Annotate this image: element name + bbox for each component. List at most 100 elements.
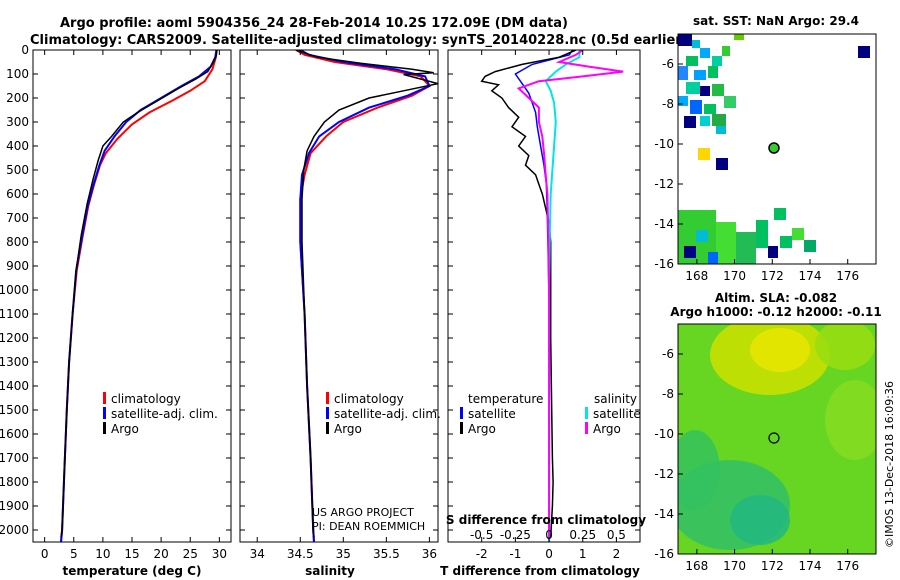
x-tick-label: 20 (153, 547, 168, 561)
map-y-tick-label: -10 (654, 137, 674, 151)
sst-cell (716, 158, 728, 170)
legend-swatch-argo (326, 422, 329, 434)
map-y-tick-label: -12 (654, 467, 674, 481)
sst-cell (698, 148, 710, 160)
figure-title-line1: Argo profile: aoml 5904356_24 28-Feb-201… (60, 16, 568, 31)
x-tick-label: -2 (476, 547, 488, 561)
salinity-axes-frame (239, 49, 439, 543)
sst-cell (724, 96, 736, 108)
y-tick-label: 900 (6, 259, 29, 273)
sst-cell (804, 240, 816, 252)
sst-map-frame (677, 33, 877, 265)
sst-cell (774, 208, 786, 220)
sst-cell (716, 222, 736, 264)
temperature-series (60, 50, 218, 542)
y-tick-label: 1200 (0, 331, 29, 345)
x-tick-label: 35.5 (373, 547, 400, 561)
temperature-panel: 0100200300400500600700800900100011001200… (0, 43, 232, 578)
sst-cell (780, 236, 792, 248)
sst-cell (756, 220, 768, 248)
difference-series (480, 50, 624, 542)
x-tick-label: 34 (250, 547, 265, 561)
map-y-tick-label: -16 (654, 547, 674, 561)
map-x-tick-label: 170 (723, 269, 746, 283)
salinity-legend: climatology satellite-adj. clim. Argo (326, 392, 441, 436)
y-tick-label: 200 (6, 91, 29, 105)
sla-low-south-core (730, 495, 790, 545)
y-tick-label: 800 (6, 235, 29, 249)
sal-climatology-line (295, 50, 431, 542)
legend-label-s-argo: Argo (593, 422, 621, 436)
sla-map-subtitle: Argo h1000: -0.12 h2000: -0.11 (670, 305, 881, 319)
x-tick-label: 10 (95, 547, 110, 561)
sst-cell (684, 116, 696, 128)
sst-cell (678, 96, 688, 106)
y-tick-label: 1000 (0, 283, 29, 297)
difference-top-xticks: -0.5 -0.25 0 0.25 0.5 (470, 528, 626, 542)
legend-swatch-climatology (326, 392, 329, 404)
difference-legend: temperature salinity satellite Argo sate… (460, 392, 641, 436)
temp-satellite-line (60, 50, 218, 542)
legend-label-s-satellite: satellite (593, 407, 641, 421)
x-tick-label: 5 (70, 547, 78, 561)
map-x-tick-label: 176 (836, 559, 859, 573)
legend-label-argo: Argo (334, 422, 362, 436)
temp-climatology-line (60, 50, 218, 542)
map-x-tick-label: 172 (761, 559, 784, 573)
y-tick-label: 1500 (0, 403, 29, 417)
legend-label-satellite: satellite-adj. clim. (111, 407, 218, 421)
x-tick-label: 25 (183, 547, 198, 561)
top-x-tick-label: 0 (545, 528, 553, 542)
x-tick-label: 36 (422, 547, 437, 561)
y-tick-label: 1600 (0, 427, 29, 441)
map-y-tick-label: -8 (662, 387, 674, 401)
sla-map-frame (677, 323, 877, 555)
map-y-tick-label: -8 (662, 97, 674, 111)
map-x-tick-label: 168 (685, 559, 708, 573)
sla-map-yticks: -6 -8 -10 -12 -14 -16 (654, 347, 683, 561)
top-x-tick-label: 0.25 (569, 528, 596, 542)
temperature-legend: climatology satellite-adj. clim. Argo (103, 392, 218, 436)
sst-cell (700, 48, 710, 58)
difference-xticks: -2 -1 0 1 2 (476, 50, 620, 561)
difference-axes-frame (447, 49, 641, 543)
dt-argo-line (480, 50, 577, 538)
x-tick-label: 15 (124, 547, 139, 561)
top-x-tick-label: -0.5 (470, 528, 493, 542)
sla-map-cells (678, 324, 876, 554)
sst-map-yticks: -6 -8 -10 -12 -14 -16 (654, 57, 683, 271)
x-tick-label: -1 (509, 547, 521, 561)
sst-cell (712, 56, 722, 66)
legend-label-argo: Argo (111, 422, 139, 436)
sst-cell (708, 252, 718, 264)
sst-cell (700, 86, 710, 96)
legend-swatch-t-argo (460, 422, 463, 434)
legend-title-temperature: temperature (468, 392, 543, 406)
salinity-series (295, 50, 438, 542)
sst-cell (712, 84, 724, 96)
legend-swatch-s-satellite (585, 407, 588, 419)
difference-xlabel: T difference from climatology (440, 564, 640, 578)
legend-label-t-satellite: satellite (468, 407, 516, 421)
top-x-tick-label: -0.25 (500, 528, 531, 542)
temperature-xlabel: temperature (deg C) (63, 564, 202, 578)
dt-satellite-line (514, 50, 574, 542)
map-y-tick-label: -6 (662, 347, 674, 361)
y-tick-label: 2000 (0, 523, 29, 537)
sla-map-panel: Altim. SLA: -0.082 Argo h1000: -0.12 h20… (654, 291, 881, 573)
sal-argo-line (295, 50, 438, 538)
sst-cell (722, 46, 730, 56)
salinity-xticks: 34 34.5 35 35.5 36 (250, 50, 437, 561)
sst-cell (690, 100, 702, 114)
salinity-panel: 34 34.5 35 35.5 36 salinity climatology sate… (239, 49, 441, 578)
sst-argo-marker (768, 142, 780, 154)
y-tick-label: 100 (6, 67, 29, 81)
sst-cell (696, 230, 708, 242)
x-tick-label: 0 (41, 547, 49, 561)
map-y-tick-label: -14 (654, 217, 674, 231)
legend-label-satellite: satellite-adj. clim. (334, 407, 441, 421)
legend-label-t-argo: Argo (468, 422, 496, 436)
sst-cell (712, 114, 726, 126)
project-annotation: US ARGO PROJECT (312, 506, 414, 519)
sst-cell (692, 40, 700, 48)
